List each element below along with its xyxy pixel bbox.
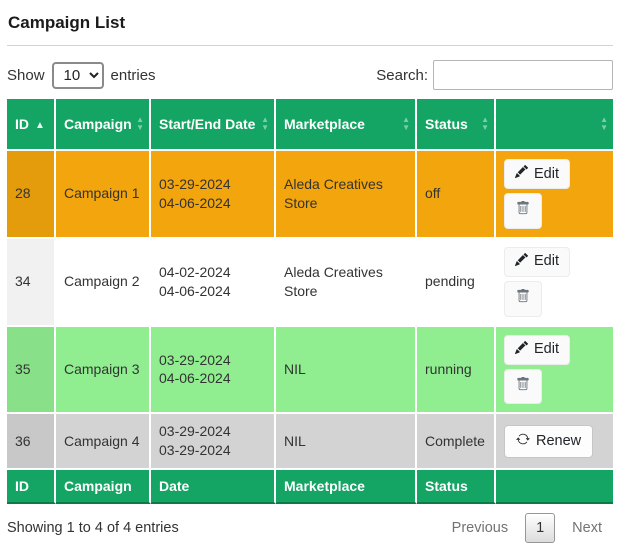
table-controls: Show 10 entries Search:: [7, 60, 613, 90]
search-input[interactable]: [433, 60, 613, 90]
cell-dates: 03-29-2024 04-06-2024: [151, 326, 276, 415]
pencil-icon: [515, 340, 529, 359]
renew-button[interactable]: Renew: [504, 424, 594, 458]
trash-icon: [516, 376, 530, 396]
start-date: 04-02-2024: [159, 263, 231, 280]
cell-actions: Edit: [496, 151, 613, 239]
footer-date: Date: [151, 470, 276, 505]
cell-actions: Edit: [496, 326, 613, 415]
cell-actions: Renew: [496, 414, 613, 471]
start-date: 03-29-2024: [159, 423, 231, 440]
cell-id: 35: [7, 326, 56, 415]
footer-actions: [496, 470, 613, 505]
sort-both-icon: ▲ ▼: [402, 115, 410, 132]
entries-length-control: Show 10 entries: [7, 61, 156, 89]
cell-status: off: [417, 151, 496, 239]
sort-both-icon: ▲ ▼: [261, 115, 269, 132]
cell-dates: 03-29-2024 04-06-2024: [151, 151, 276, 239]
trash-icon: [516, 201, 530, 220]
cell-dates: 04-02-2024 04-06-2024: [151, 238, 276, 327]
cell-id: 36: [7, 414, 56, 471]
footer-status: Status: [417, 470, 496, 505]
cell-marketplace: Aleda Creatives Store: [276, 238, 417, 327]
start-date: 03-29-2024: [159, 176, 231, 192]
table-row-campaign-3: 35 Campaign 3 03-29-2024 04-06-2024 NIL …: [7, 326, 613, 415]
end-date: 04-06-2024: [159, 194, 231, 211]
next-page-button[interactable]: Next: [572, 520, 602, 537]
entries-select[interactable]: 10: [51, 61, 104, 89]
header-marketplace[interactable]: Marketplace ▲ ▼: [276, 99, 417, 151]
table-row-campaign-2: 34 Campaign 2 04-02-2024 04-06-2024 Aled…: [7, 238, 613, 327]
table-bottom-bar: Showing 1 to 4 of 4 entries Previous 1 N…: [7, 513, 613, 543]
cell-marketplace: NIL: [276, 414, 417, 471]
pagination: Previous 1 Next: [441, 513, 613, 543]
start-date: 03-29-2024: [159, 351, 231, 368]
title-divider: [7, 45, 613, 46]
edit-button[interactable]: Edit: [504, 246, 570, 278]
current-page-button[interactable]: 1: [525, 513, 556, 543]
search-control: Search:: [376, 60, 613, 90]
footer-marketplace: Marketplace: [276, 470, 417, 505]
table-row-campaign-1: 28 Campaign 1 03-29-2024 04-06-2024 Aled…: [7, 151, 613, 239]
sort-both-icon: ▲ ▼: [481, 115, 489, 132]
pencil-icon: [515, 252, 529, 271]
cell-status: Complete: [417, 414, 496, 471]
header-campaign[interactable]: Campaign ▲ ▼: [56, 99, 151, 151]
footer-id: ID: [7, 470, 56, 505]
edit-button[interactable]: Edit: [504, 159, 570, 190]
cell-status: running: [417, 326, 496, 415]
end-date: 04-06-2024: [159, 282, 231, 299]
delete-button[interactable]: [504, 193, 542, 229]
search-label: Search:: [376, 66, 428, 84]
page-title: Campaign List: [8, 13, 126, 32]
cell-marketplace: Aleda Creatives Store: [276, 151, 417, 239]
entries-label: entries: [110, 66, 156, 84]
cell-id: 28: [7, 151, 56, 239]
cell-campaign: Campaign 1: [56, 151, 151, 239]
entries-info: Showing 1 to 4 of 4 entries: [7, 520, 179, 537]
delete-button[interactable]: [504, 368, 542, 405]
previous-page-button[interactable]: Previous: [451, 520, 509, 537]
header-status[interactable]: Status ▲ ▼: [417, 99, 496, 151]
table-header-row: ID ▲ Campaign ▲ ▼ Start/End Date ▲ ▼ Market…: [7, 99, 613, 151]
cell-status: pending: [417, 238, 496, 327]
edit-button[interactable]: Edit: [504, 334, 570, 365]
footer-campaign: Campaign: [56, 470, 151, 505]
table-footer-row: ID Campaign Date Marketplace Status: [7, 470, 613, 505]
cell-marketplace: NIL: [276, 326, 417, 415]
refresh-icon: [516, 432, 530, 451]
end-date: 03-29-2024: [159, 442, 231, 459]
delete-button[interactable]: [504, 281, 542, 317]
cell-id: 34: [7, 238, 56, 327]
sort-both-icon: ▲ ▼: [600, 115, 608, 132]
header-actions[interactable]: ▲ ▼: [496, 99, 613, 151]
cell-campaign: Campaign 4: [56, 414, 151, 471]
header-id[interactable]: ID ▲: [7, 99, 56, 151]
trash-icon: [516, 289, 530, 308]
campaign-table: ID ▲ Campaign ▲ ▼ Start/End Date ▲ ▼ Market…: [7, 99, 613, 505]
sort-both-icon: ▲ ▼: [136, 115, 144, 132]
sort-ascending-icon: ▲: [35, 120, 45, 131]
cell-campaign: Campaign 2: [56, 238, 151, 327]
end-date: 04-06-2024: [159, 370, 231, 387]
pencil-icon: [515, 164, 529, 183]
table-row-campaign-4: 36 Campaign 4 03-29-2024 03-29-2024 NIL …: [7, 414, 613, 471]
cell-actions: Edit: [496, 238, 613, 327]
show-label: Show: [7, 66, 45, 84]
cell-dates: 03-29-2024 03-29-2024: [151, 414, 276, 471]
cell-campaign: Campaign 3: [56, 326, 151, 415]
header-start-end-date[interactable]: Start/End Date ▲ ▼: [151, 99, 276, 151]
